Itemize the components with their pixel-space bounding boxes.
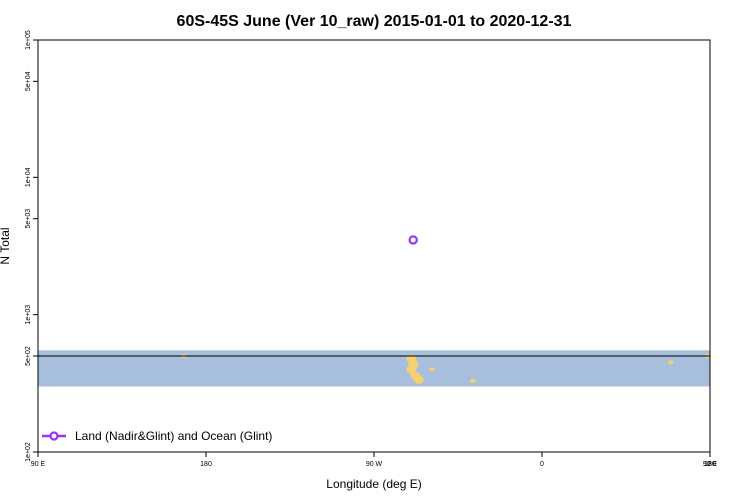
- map-land-shape: [667, 360, 674, 365]
- y-axis-ticks: 1e+02 5e+02 1e+03 5e+03 1e+04 5e+04 1e+05: [25, 30, 38, 462]
- map-land-shape: [428, 367, 435, 372]
- map-land-shape: [406, 365, 417, 374]
- chart-title: 60S-45S June (Ver 10_raw) 2015-01-01 to …: [177, 13, 572, 30]
- x-tick-label: 90 E: [703, 461, 718, 468]
- x-tick-label: 180: [704, 461, 716, 468]
- y-tick-label: 1e+03: [25, 305, 32, 325]
- x-tick-label: 90 W: [366, 461, 383, 468]
- map-land-shape: [469, 378, 476, 383]
- map-land-shape: [413, 375, 424, 384]
- background-map: [180, 354, 711, 384]
- x-tick-label: 180: [200, 461, 212, 468]
- legend-entry-label: Land (Nadir&Glint) and Ocean (Glint): [75, 429, 272, 443]
- x-tick-label: 0: [540, 461, 544, 468]
- plot-area: [37, 39, 711, 453]
- y-tick-label: 1e+05: [25, 30, 32, 50]
- x-tick-label: 180: [704, 461, 716, 468]
- x-tick-label: 90 E: [31, 461, 46, 468]
- data-points: [408, 235, 418, 245]
- y-tick-label: 5e+02: [25, 346, 32, 366]
- legend-marker-swatch: [49, 431, 59, 441]
- y-axis-label: N Total: [0, 227, 12, 264]
- y-tick-label: 1e+02: [25, 442, 32, 462]
- x-axis-label: Longitude (deg E): [326, 477, 421, 491]
- legend: Land (Nadir&Glint) and Ocean (Glint): [42, 429, 272, 443]
- plot-background: [38, 40, 710, 452]
- y-tick-label: 5e+03: [25, 209, 32, 229]
- y-tick-label: 5e+04: [25, 71, 32, 91]
- y-tick-label: 1e+04: [25, 167, 32, 187]
- data-point: [408, 235, 418, 245]
